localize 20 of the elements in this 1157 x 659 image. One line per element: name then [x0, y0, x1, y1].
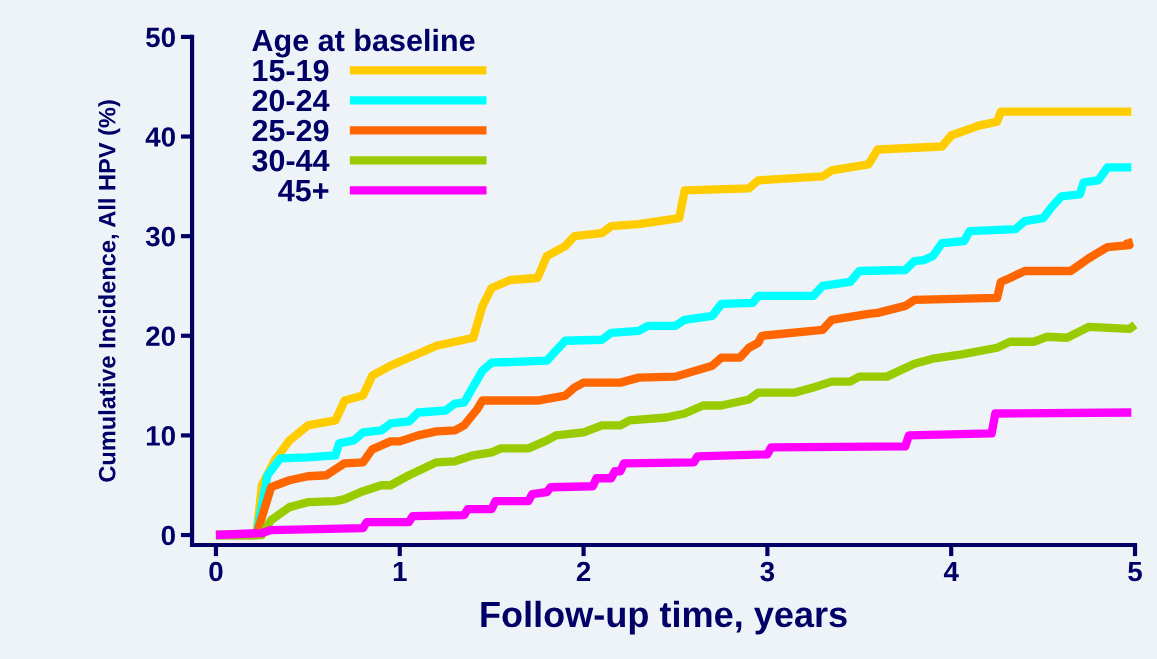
legend-label: 25-29: [252, 119, 329, 142]
x-tick-label: 5: [1128, 561, 1142, 582]
y-tick-label: 30: [145, 226, 175, 247]
y-tick-label: 0: [161, 525, 175, 546]
legend-label: 15-19: [253, 59, 329, 82]
x-tick-label: 3: [760, 561, 775, 582]
y-tick-label: 20: [146, 326, 175, 347]
y-tick-label: 10: [146, 426, 175, 446]
x-axis-title: Follow-up time, years: [481, 600, 847, 635]
x-tick-label: 0: [209, 561, 223, 582]
legend-label: 45+: [278, 180, 329, 202]
legend-title: Age at baseline: [252, 28, 475, 58]
y-tick-label: 50: [146, 27, 175, 48]
y-tick-label: 40: [145, 127, 175, 147]
x-tick-label: 1: [393, 561, 407, 582]
x-tick-label: 4: [943, 561, 959, 582]
y-axis-title: Cumulative Incidence, All HPV (%): [98, 100, 121, 482]
x-tick-label: 2: [576, 561, 591, 582]
legend-label: 20-24: [252, 89, 330, 112]
legend-label: 30-44: [252, 149, 330, 172]
